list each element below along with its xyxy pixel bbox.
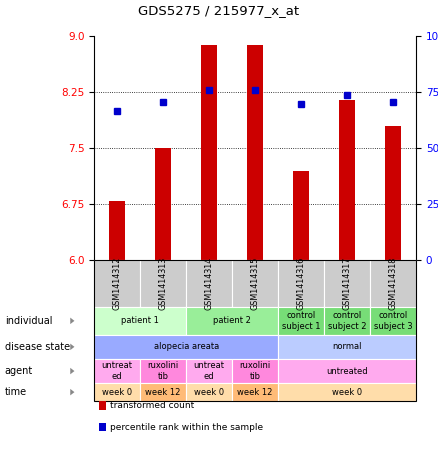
Text: individual: individual [5,316,52,326]
Text: week 0: week 0 [102,388,132,397]
Text: week 0: week 0 [332,388,362,397]
Text: patient 2: patient 2 [213,316,251,325]
Text: GSM1414314: GSM1414314 [205,257,214,310]
Text: normal: normal [332,342,362,352]
Text: GSM1414315: GSM1414315 [251,257,260,310]
Bar [109,201,125,260]
Text: ruxolini
tib: ruxolini tib [240,361,271,381]
Bar [201,45,217,260]
Text: GSM1414312: GSM1414312 [113,257,122,310]
Bar [293,171,309,260]
Text: control
subject 2: control subject 2 [328,311,366,331]
Text: ruxolini
tib: ruxolini tib [148,361,179,381]
Text: week 12: week 12 [145,388,181,397]
Text: time: time [5,387,27,397]
Text: week 12: week 12 [237,388,273,397]
Text: week 0: week 0 [194,388,224,397]
Text: control
subject 1: control subject 1 [282,311,320,331]
Bar [247,45,263,260]
Text: untreated: untreated [326,366,368,376]
Text: disease state: disease state [5,342,70,352]
Text: transformed count: transformed count [110,401,194,410]
Text: percentile rank within the sample: percentile rank within the sample [110,423,263,432]
Text: alopecia areata: alopecia areata [154,342,219,352]
Text: GDS5275 / 215977_x_at: GDS5275 / 215977_x_at [138,4,300,17]
Text: agent: agent [5,366,33,376]
Text: untreat
ed: untreat ed [194,361,225,381]
Text: control
subject 3: control subject 3 [374,311,413,331]
Text: GSM1414317: GSM1414317 [343,257,352,310]
Text: untreat
ed: untreat ed [102,361,133,381]
Text: GSM1414318: GSM1414318 [389,257,398,310]
Text: GSM1414313: GSM1414313 [159,257,168,310]
Bar [155,149,171,260]
Text: patient 1: patient 1 [121,316,159,325]
Bar [339,100,355,260]
Bar [385,126,401,260]
Text: GSM1414316: GSM1414316 [297,257,306,310]
